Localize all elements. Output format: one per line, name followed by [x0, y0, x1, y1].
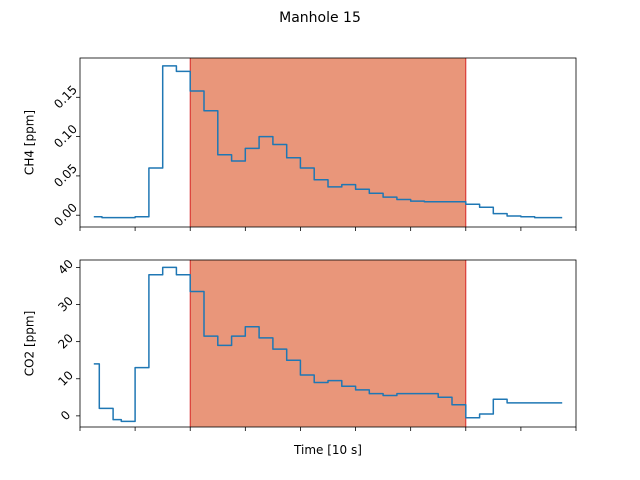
co2-ytick-label: 40 — [55, 257, 76, 278]
co2-series-line — [93, 266, 563, 423]
co2-axes-frame — [79, 259, 577, 428]
ch4-ytick-label: 0.15 — [51, 83, 80, 112]
ch4-ytick-label: 0.10 — [51, 122, 80, 151]
co2-ytick-label: 20 — [55, 331, 76, 352]
co2-highlight-span — [190, 260, 466, 427]
chart-title: Manhole 15 — [279, 10, 361, 26]
ch4-y-axis-label: CH4 [ppm] — [23, 110, 37, 175]
ch4-panel: 0.00 0.05 0.10 0.15 CH4 [ppm] — [23, 57, 577, 231]
x-axis-label: Time [10 s] — [293, 443, 362, 457]
co2-panel: 0 10 20 30 40 CO2 [ppm] — [23, 257, 577, 431]
ch4-highlight-span — [190, 58, 466, 227]
ch4-ytick-label: 0.00 — [51, 200, 80, 229]
co2-ytick-label: 0 — [58, 408, 73, 423]
co2-y-axis-label: CO2 [ppm] — [23, 311, 37, 377]
ch4-axes-frame — [79, 57, 577, 228]
co2-ytick-label: 30 — [55, 294, 76, 315]
ch4-ytick-label: 0.05 — [51, 161, 80, 190]
ch4-series-line — [93, 65, 563, 219]
co2-ytick-label: 10 — [55, 368, 76, 389]
